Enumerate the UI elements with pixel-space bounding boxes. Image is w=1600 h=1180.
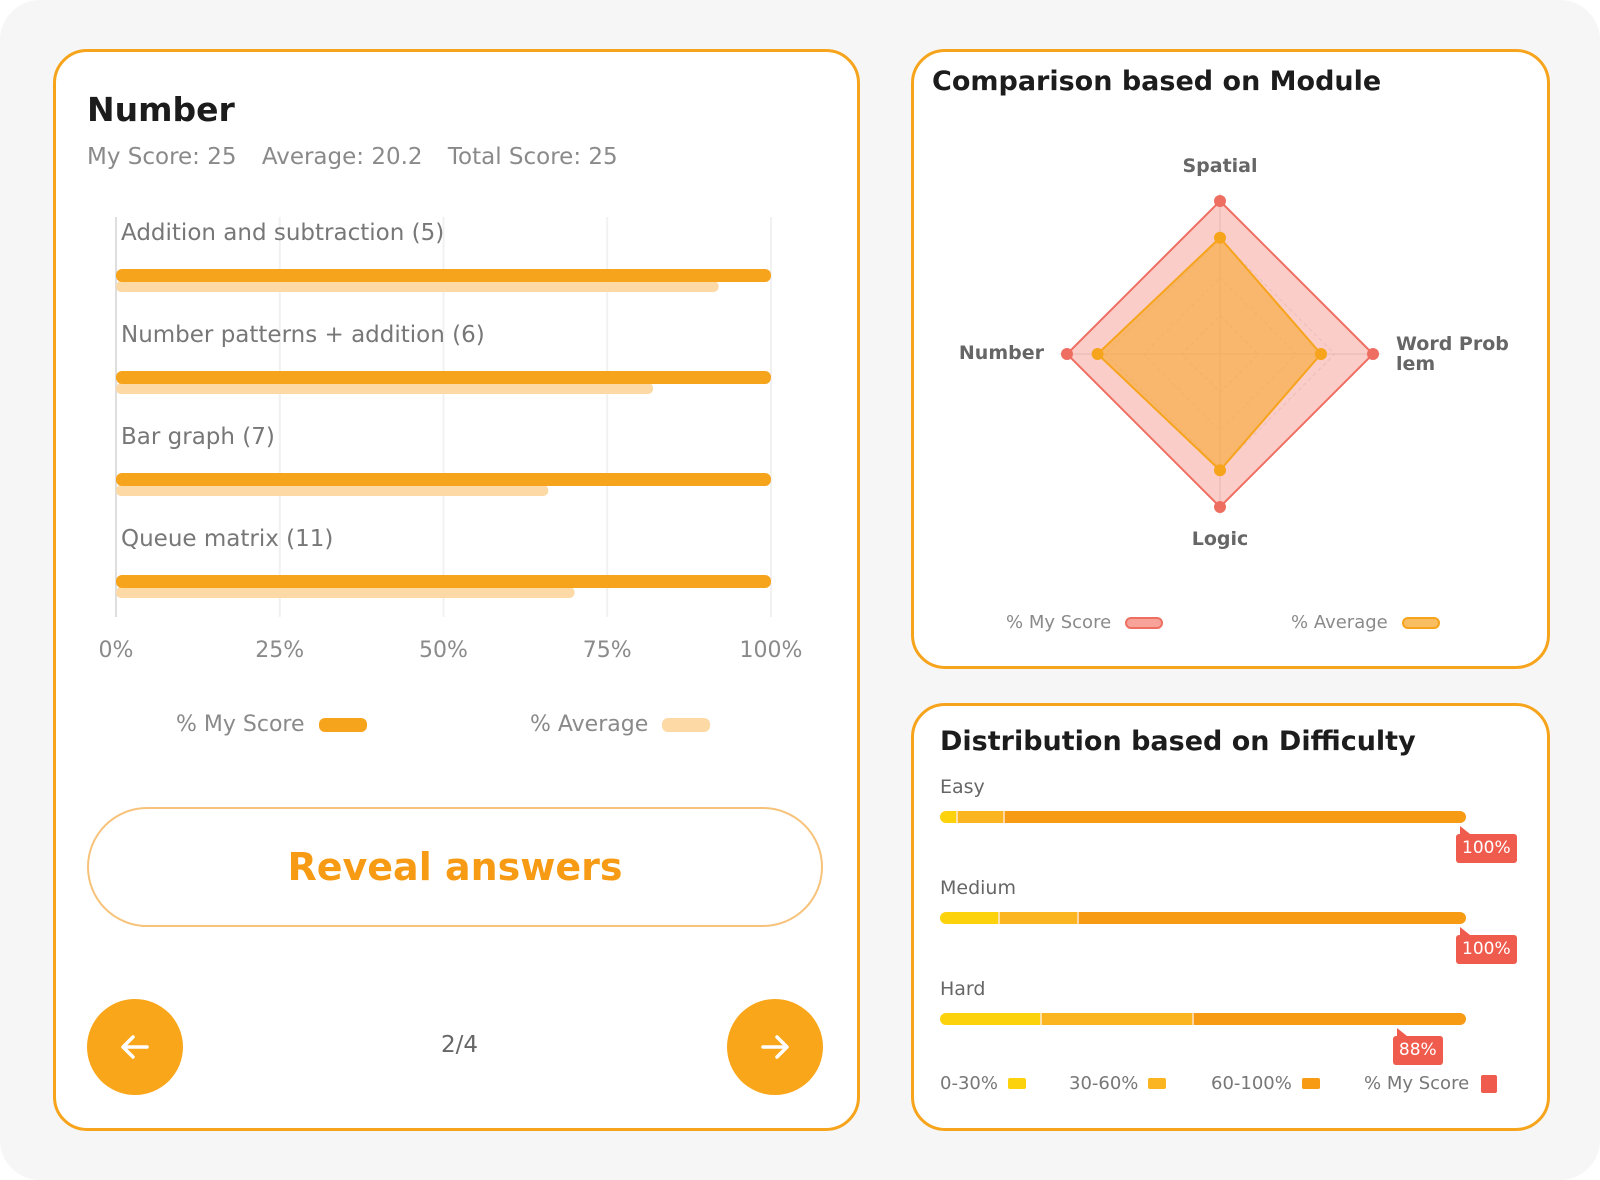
radar-my-score-point xyxy=(1367,348,1379,360)
my-score-tag: 88% xyxy=(1392,1028,1443,1065)
difficulty-distribution-card: Distribution based on Difficulty Easy 100… xyxy=(911,703,1550,1131)
module-title: Number xyxy=(87,90,235,129)
difficulty-segment xyxy=(1039,1013,1193,1025)
my-score-text: My Score: 25 xyxy=(87,144,237,170)
my-score-bar xyxy=(116,473,771,486)
average-bar xyxy=(116,485,549,496)
legend-my-score-tag-label: % My Score xyxy=(1364,1073,1470,1094)
average-bar xyxy=(116,587,575,598)
radar-average-point xyxy=(1214,464,1226,477)
x-tick-label: 0% xyxy=(99,638,134,663)
my-score-bar xyxy=(116,371,771,384)
legend-my-score-swatch xyxy=(318,717,367,732)
average-bar xyxy=(116,383,654,394)
radar-axis-label: Number xyxy=(959,342,1045,364)
page-indicator: 2/4 xyxy=(440,1032,478,1058)
difficulty-label: Hard xyxy=(940,978,986,1000)
x-tick-label: 25% xyxy=(255,638,304,663)
legend-average-label: % Average xyxy=(530,712,649,737)
difficulty-bar xyxy=(940,912,1466,924)
category-label: Addition and subtraction (5) xyxy=(121,220,444,246)
radar-average-point xyxy=(1214,231,1226,244)
radar-average-point xyxy=(1314,348,1327,360)
category-label: Queue matrix (11) xyxy=(121,526,333,552)
legend-my-score-tag-swatch xyxy=(1481,1074,1498,1093)
legend-high: 60-100% xyxy=(1211,1073,1320,1094)
radar-my-score-point xyxy=(1214,501,1226,513)
difficulty-segment xyxy=(1003,811,1466,823)
difficulty-segment xyxy=(955,811,1004,823)
average-text: Average: 20.2 xyxy=(261,144,423,170)
my-score-bar xyxy=(116,575,771,588)
legend-mid-swatch xyxy=(1148,1078,1167,1089)
difficulty-title: Distribution based on Difficulty xyxy=(940,726,1416,757)
radar-axis-label: Spatial xyxy=(1182,155,1257,177)
radar-axis-label: Word Prob lem xyxy=(1396,333,1509,375)
radar-legend-average: % Average xyxy=(1291,612,1440,633)
difficulty-segment xyxy=(1192,1013,1466,1025)
difficulty-label: Easy xyxy=(940,776,985,798)
previous-button[interactable] xyxy=(87,999,183,1095)
legend-mid: 30-60% xyxy=(1069,1073,1167,1094)
radar-axis-label: Logic xyxy=(1192,528,1249,550)
arrow-left-icon xyxy=(121,1035,149,1059)
legend-low-swatch xyxy=(1007,1078,1026,1089)
legend-my-score: % My Score xyxy=(176,712,367,737)
radar-my-score-point xyxy=(1214,195,1226,207)
x-tick-label: 100% xyxy=(740,638,803,663)
legend-high-swatch xyxy=(1301,1078,1320,1089)
total-score-text: Total Score: 25 xyxy=(447,144,618,170)
legend-mid-label: 30-60% xyxy=(1069,1073,1139,1094)
legend-low: 0-30% xyxy=(940,1073,1026,1094)
next-button[interactable] xyxy=(727,999,823,1095)
difficulty-segment xyxy=(1076,912,1466,924)
x-tick-label: 50% xyxy=(419,638,468,663)
legend-low-label: 0-30% xyxy=(940,1073,998,1094)
my-score-tag: 100% xyxy=(1456,826,1517,863)
legend-my-score-tag: % My Score xyxy=(1364,1073,1498,1094)
radar-legend-my-score: % My Score xyxy=(1006,612,1164,633)
difficulty-label: Medium xyxy=(940,877,1016,899)
number-module-card: Number My Score: 25 Average: 20.2 Total … xyxy=(53,49,860,1131)
module-comparison-title: Comparison based on Module xyxy=(932,66,1382,97)
difficulty-segment xyxy=(940,811,956,823)
radar-legend-my-score-label: % My Score xyxy=(1006,612,1112,633)
radar-my-score-point xyxy=(1061,348,1073,360)
legend-high-label: 60-100% xyxy=(1211,1073,1292,1094)
my-score-bar xyxy=(116,269,771,282)
legend-average-swatch xyxy=(662,717,711,732)
x-tick-label: 75% xyxy=(583,638,632,663)
module-comparison-card: Comparison based on Module Spatial Word P… xyxy=(911,49,1550,669)
radar-legend-my-score-swatch xyxy=(1125,616,1164,629)
radar-legend-average-label: % Average xyxy=(1291,612,1388,633)
score-summary: My Score: 25 Average: 20.2 Total Score: … xyxy=(87,144,636,170)
difficulty-segment xyxy=(940,912,998,924)
reveal-answers-button[interactable]: Reveal answers xyxy=(87,807,823,927)
topic-bar-chart: 0% 25% 50% 75% 100% Addition and subtraction … xyxy=(99,217,803,663)
radar-legend-average-swatch xyxy=(1401,616,1440,629)
difficulty-bar xyxy=(940,1013,1466,1025)
module-radar-chart: Spatial Word Prob lem Logic Number xyxy=(959,155,1509,550)
average-bar xyxy=(116,281,719,292)
legend-my-score-label: % My Score xyxy=(176,712,305,737)
arrow-right-icon xyxy=(761,1035,789,1059)
difficulty-bar xyxy=(940,811,1466,823)
my-score-tag: 100% xyxy=(1456,927,1517,964)
radar-average-point xyxy=(1091,348,1104,360)
category-label: Number patterns + addition (6) xyxy=(121,322,485,348)
category-label: Bar graph (7) xyxy=(121,424,275,450)
difficulty-segment xyxy=(940,1013,1040,1025)
difficulty-segment xyxy=(997,912,1077,924)
legend-average: % Average xyxy=(530,712,711,737)
